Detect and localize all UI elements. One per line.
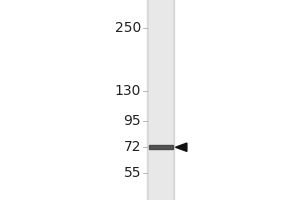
Text: 130: 130 [115,84,141,98]
Text: 95: 95 [123,114,141,128]
Text: 55: 55 [124,166,141,180]
Polygon shape [176,143,187,151]
Bar [148,145,172,149]
Text: 250: 250 [115,21,141,35]
Bar [149,0,172,200]
Text: 72: 72 [124,140,141,154]
Bar [147,0,174,200]
